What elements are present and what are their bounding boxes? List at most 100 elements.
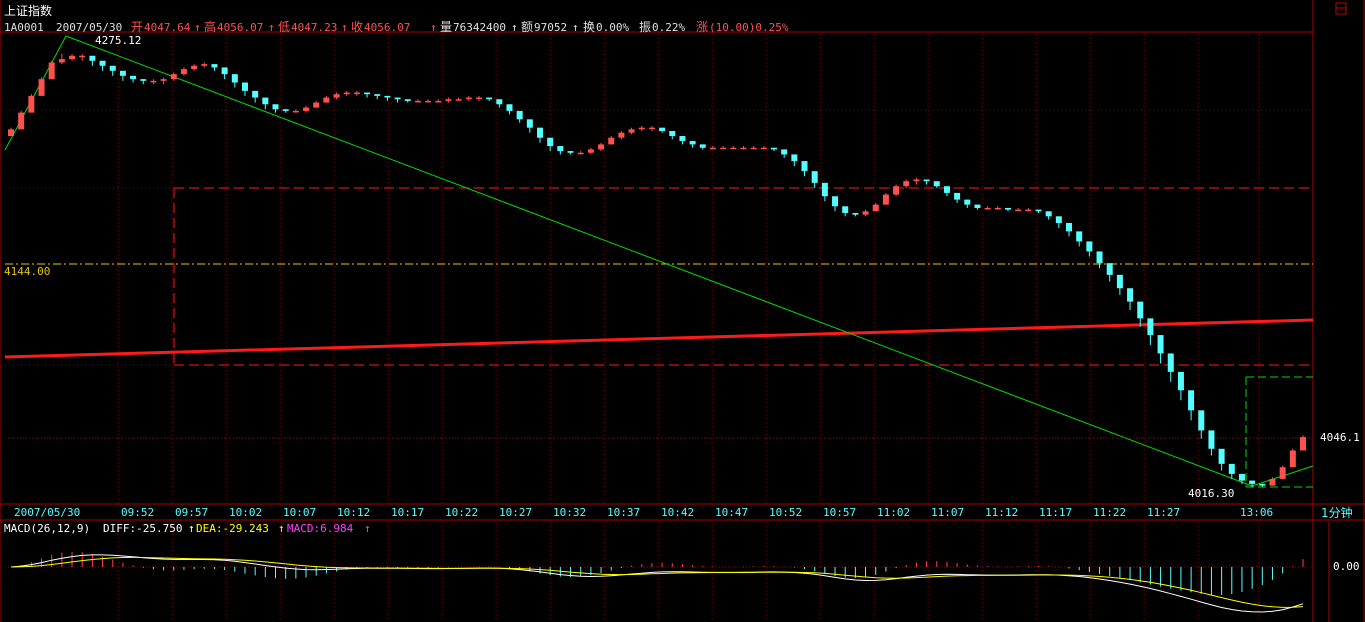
candle [943,186,950,197]
candle [343,90,350,96]
candle-body [1076,231,1083,242]
candle-body [1035,209,1042,212]
macd-value-arrow: ↑ [364,522,371,535]
x-tick-label: 10:02 [229,506,262,519]
x-tick-label: 10:42 [661,506,694,519]
candle [567,151,574,155]
candle-body [1249,480,1256,484]
macd-diff-arrow: ↑ [188,522,195,535]
candle-body [333,94,340,98]
candle [1238,473,1245,484]
candle-body [842,206,849,213]
x-tick-label: 11:27 [1147,506,1180,519]
red-channel-line [4,318,1314,359]
candle-body [303,107,310,111]
candle [832,196,839,212]
candle [913,177,920,185]
candle-body [923,179,930,182]
candle [58,53,65,65]
candle [608,136,615,145]
candle-body [252,90,259,98]
candle [38,77,45,96]
candle-body [954,192,961,200]
candle [282,109,289,113]
candle [984,206,991,210]
header-volume-arrow: ↑ [511,21,518,34]
header-low: 4047.23 [291,21,337,34]
header-low-arrow: ↑ [341,21,348,34]
candle [48,60,55,80]
candle [679,136,686,145]
macd-dea: DEA:-29.243 [196,522,269,535]
candle [1086,241,1093,257]
candle-body [903,181,910,187]
candle [893,184,900,197]
candle-body [587,149,594,153]
candle-body [323,97,330,103]
candle-body [414,100,421,103]
candle [1096,251,1103,269]
candle [1015,207,1022,212]
x-tick-label: 10:37 [607,506,640,519]
candle [760,146,767,150]
candle [8,127,14,137]
candle-body [1127,288,1134,302]
dea-line [10,556,1304,608]
candle-body [221,67,228,75]
candle-body [730,147,737,150]
candle [750,146,757,150]
candle-body [638,127,645,130]
candle-body [1188,390,1195,411]
candle [364,92,371,98]
candlestick-series[interactable] [8,53,1306,487]
candle [465,95,472,101]
candle [628,127,635,135]
candle [160,77,167,85]
candle-body [791,154,798,162]
candle [1208,430,1215,456]
trough-label: 4016.30 [1188,487,1234,500]
macd-value: MACD:6.984 [287,522,354,535]
candle [516,110,523,123]
candle [1228,463,1235,479]
candle-body [1066,223,1073,232]
candle [435,99,442,103]
x-tick-label: 11:17 [1039,506,1072,519]
x-tick-label: 10:27 [499,506,532,519]
candle [770,147,777,152]
right-price-label: 4046.1 [1320,431,1360,444]
candle-body [1218,448,1225,464]
period-selector[interactable]: 1分钟 [1321,505,1353,520]
x-tick-label: 10:22 [445,506,478,519]
candle [425,99,432,103]
macd-diff: DIFF:-25.750 [103,522,182,535]
candle [1167,353,1174,382]
candle [1106,263,1113,282]
candle-body [150,80,157,83]
window-restore-icon[interactable] [1335,2,1347,15]
candle-body [1300,437,1306,451]
candle-body [781,149,788,155]
candle-body [933,181,940,187]
candle [1127,288,1134,310]
macd-dea-arrow: ↑ [278,522,285,535]
candle-body [425,100,432,103]
candle-body [811,171,818,183]
header-amount: 97052 [534,21,567,34]
index-title: 上证指数 [4,3,52,18]
candle-body [1228,463,1235,474]
candle [475,95,482,101]
candle [1300,435,1306,451]
macd-panel [5,551,1313,613]
candle [526,119,533,133]
candle [221,67,228,80]
candle [333,92,340,100]
candle-body [1055,216,1062,224]
candle-body [445,99,452,101]
x-tick-label: 10:12 [337,506,370,519]
x-tick-label: 11:12 [985,506,1018,519]
candle-body [821,182,828,197]
candle [659,127,666,133]
candle-body [1096,251,1103,264]
